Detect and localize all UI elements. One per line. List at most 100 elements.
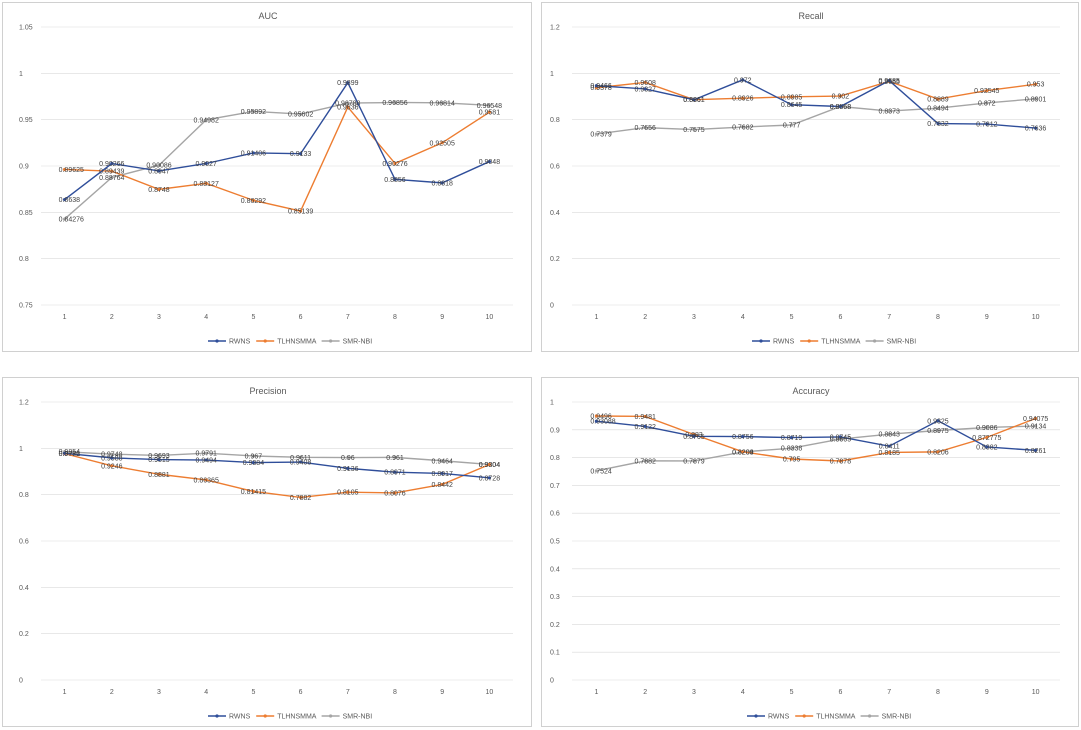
legend-entry: TLHNSMMA xyxy=(795,714,856,721)
data-label: 0.94982 xyxy=(194,117,219,124)
data-point xyxy=(63,217,67,221)
x-tick-label: 2 xyxy=(643,314,647,321)
x-tick-label: 6 xyxy=(299,314,303,321)
data-label: 0.8947 xyxy=(148,168,170,175)
data-label: 0.9136 xyxy=(337,466,359,473)
data-label: 0.8076 xyxy=(384,490,406,497)
data-label: 0.8338 xyxy=(781,446,803,453)
data-label: 0.972 xyxy=(734,77,752,84)
data-label: 0.92505 xyxy=(430,140,455,147)
data-point xyxy=(741,125,745,129)
data-point xyxy=(440,101,444,105)
data-point xyxy=(251,198,255,202)
data-label: 0.7882 xyxy=(290,495,312,502)
data-label: 0.8971 xyxy=(384,470,406,477)
data-label: 0.8856 xyxy=(384,177,406,184)
data-label: 0.9304 xyxy=(479,462,501,469)
data-point xyxy=(393,455,397,459)
y-tick-label: 1.05 xyxy=(19,25,33,32)
data-point xyxy=(741,96,745,100)
legend-entry: SMR-NBI xyxy=(321,714,373,721)
data-point xyxy=(487,476,491,480)
data-label: 0.8889 xyxy=(927,97,949,104)
data-point xyxy=(487,110,491,114)
x-tick-label: 10 xyxy=(1032,689,1040,696)
x-tick-label: 7 xyxy=(887,314,891,321)
data-label: 0.9481 xyxy=(634,414,656,421)
data-point xyxy=(790,436,794,440)
data-label: 0.9515 xyxy=(148,457,170,464)
data-point xyxy=(643,80,647,85)
data-point xyxy=(643,459,647,463)
data-point xyxy=(440,482,444,487)
legend-label: SMR-NBI xyxy=(343,339,373,346)
data-point xyxy=(299,495,303,500)
data-label: 0.93088 xyxy=(590,419,615,426)
data-label: 0.9464 xyxy=(431,458,453,465)
x-tick-label: 1 xyxy=(594,689,598,696)
data-label: 0.8901 xyxy=(1025,96,1047,103)
data-label: 0.95602 xyxy=(288,112,313,119)
data-point xyxy=(790,446,794,450)
data-point xyxy=(643,414,647,419)
y-tick-label: 0.6 xyxy=(550,164,560,171)
series-line-rwns xyxy=(64,452,490,479)
data-point xyxy=(346,490,350,494)
data-point xyxy=(985,425,989,430)
x-tick-label: 3 xyxy=(692,314,696,321)
data-label: 0.8975 xyxy=(927,428,949,435)
x-tick-label: 5 xyxy=(251,689,255,696)
data-label: 0.96788 xyxy=(335,101,360,108)
data-point xyxy=(393,470,397,474)
legend-label: RWNS xyxy=(773,339,795,346)
data-point xyxy=(838,437,842,441)
x-tick-label: 10 xyxy=(486,689,494,696)
y-tick-label: 0.75 xyxy=(19,303,33,310)
accuracy-chart: Accuracy 0 0.1 0.2 0.3 0.4 0.5 0.6 0.7 0.8 0.9 1 1 2 3… xyxy=(550,386,1060,721)
data-label: 0.8206 xyxy=(927,449,949,456)
data-point xyxy=(440,181,444,185)
data-label: 0.96814 xyxy=(430,100,455,107)
data-label: 0.8568 xyxy=(830,104,852,111)
data-label: 0.8105 xyxy=(337,490,359,497)
data-label: 0.90276 xyxy=(382,161,407,168)
y-tick-label: 0.7 xyxy=(550,483,560,490)
x-tick-label: 9 xyxy=(440,689,444,696)
data-label: 0.8728 xyxy=(479,475,501,482)
x-tick-label: 9 xyxy=(440,314,444,321)
legend-marker xyxy=(329,714,333,718)
chart-title: AUC xyxy=(258,11,278,21)
legend-label: SMR-NBI xyxy=(343,714,373,721)
x-tick-label: 1 xyxy=(63,689,67,696)
data-label: 0.7832 xyxy=(927,121,949,128)
series-line-tlhnsmma xyxy=(596,80,1036,101)
data-label: 0.8261 xyxy=(1025,448,1047,455)
legend-entry: TLHNSMMA xyxy=(256,339,317,346)
data-point xyxy=(936,106,940,110)
y-tick-label: 0.8 xyxy=(550,455,560,462)
legend-label: RWNS xyxy=(229,714,251,721)
x-tick-label: 5 xyxy=(790,314,794,321)
data-point xyxy=(594,419,598,423)
data-label: 0.7575 xyxy=(683,127,705,134)
legend-label: TLHNSMMA xyxy=(821,339,861,346)
legend-entry: RWNS xyxy=(208,339,251,346)
legend-label: RWNS xyxy=(768,714,790,721)
x-tick-label: 8 xyxy=(936,314,940,321)
legend-marker xyxy=(215,714,219,718)
data-label: 0.961 xyxy=(386,455,404,462)
y-tick-label: 0.3 xyxy=(550,594,560,601)
data-label: 0.8665 xyxy=(830,437,852,444)
data-label: 0.953 xyxy=(1027,82,1045,89)
chart-title: Accuracy xyxy=(792,386,830,396)
legend-marker xyxy=(802,714,806,718)
data-point xyxy=(985,445,989,449)
data-label: 0.92545 xyxy=(974,88,999,95)
series-line-smr-nbi xyxy=(64,101,490,220)
data-label: 0.8926 xyxy=(732,96,754,103)
data-point xyxy=(1034,126,1038,130)
series-line-tlhnsmma xyxy=(596,415,1036,462)
data-point xyxy=(204,458,208,462)
data-label: 0.8645 xyxy=(781,102,803,109)
x-tick-label: 6 xyxy=(299,689,303,696)
